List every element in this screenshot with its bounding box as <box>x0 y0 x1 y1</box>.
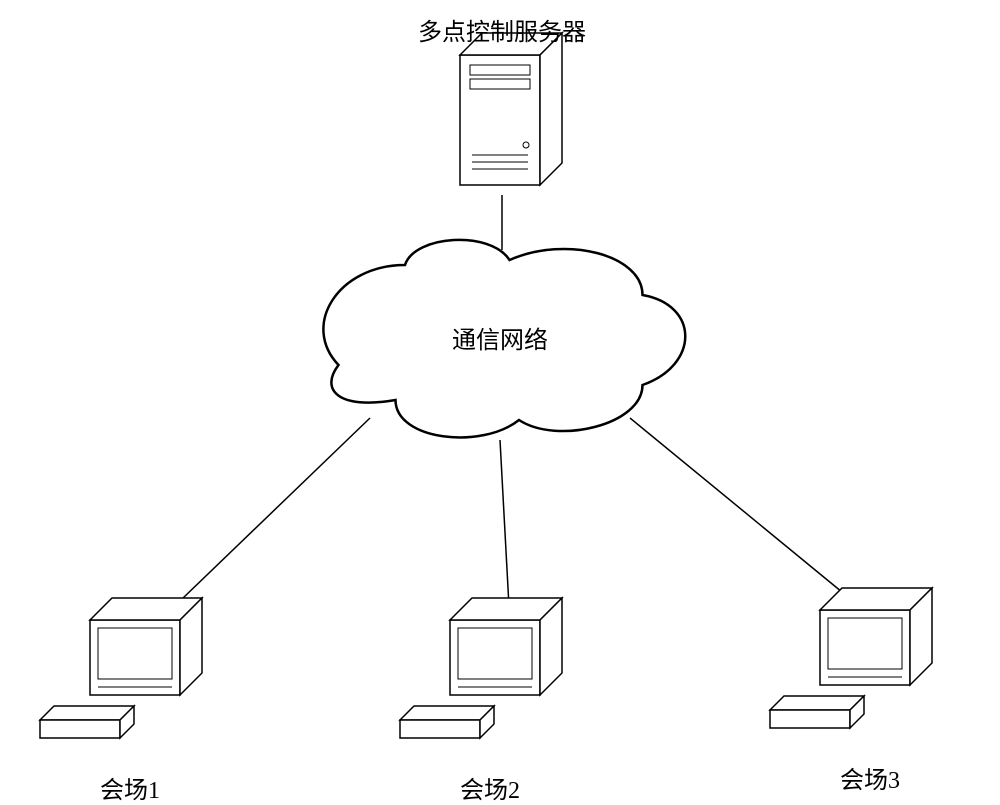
terminal-monitor <box>450 620 540 695</box>
terminal-label-2: 会场2 <box>460 770 520 805</box>
terminal-label-3: 会场3 <box>840 760 900 795</box>
terminal-monitor <box>820 610 910 685</box>
cloud-label: 通信网络 <box>452 320 548 355</box>
server-label: 多点控制服务器 <box>418 12 586 47</box>
terminal-label-1: 会场1 <box>100 770 160 805</box>
terminal-keyboard <box>770 696 864 710</box>
terminal-keyboard <box>40 706 134 720</box>
terminal-monitor <box>90 620 180 695</box>
terminal-keyboard <box>400 706 494 720</box>
